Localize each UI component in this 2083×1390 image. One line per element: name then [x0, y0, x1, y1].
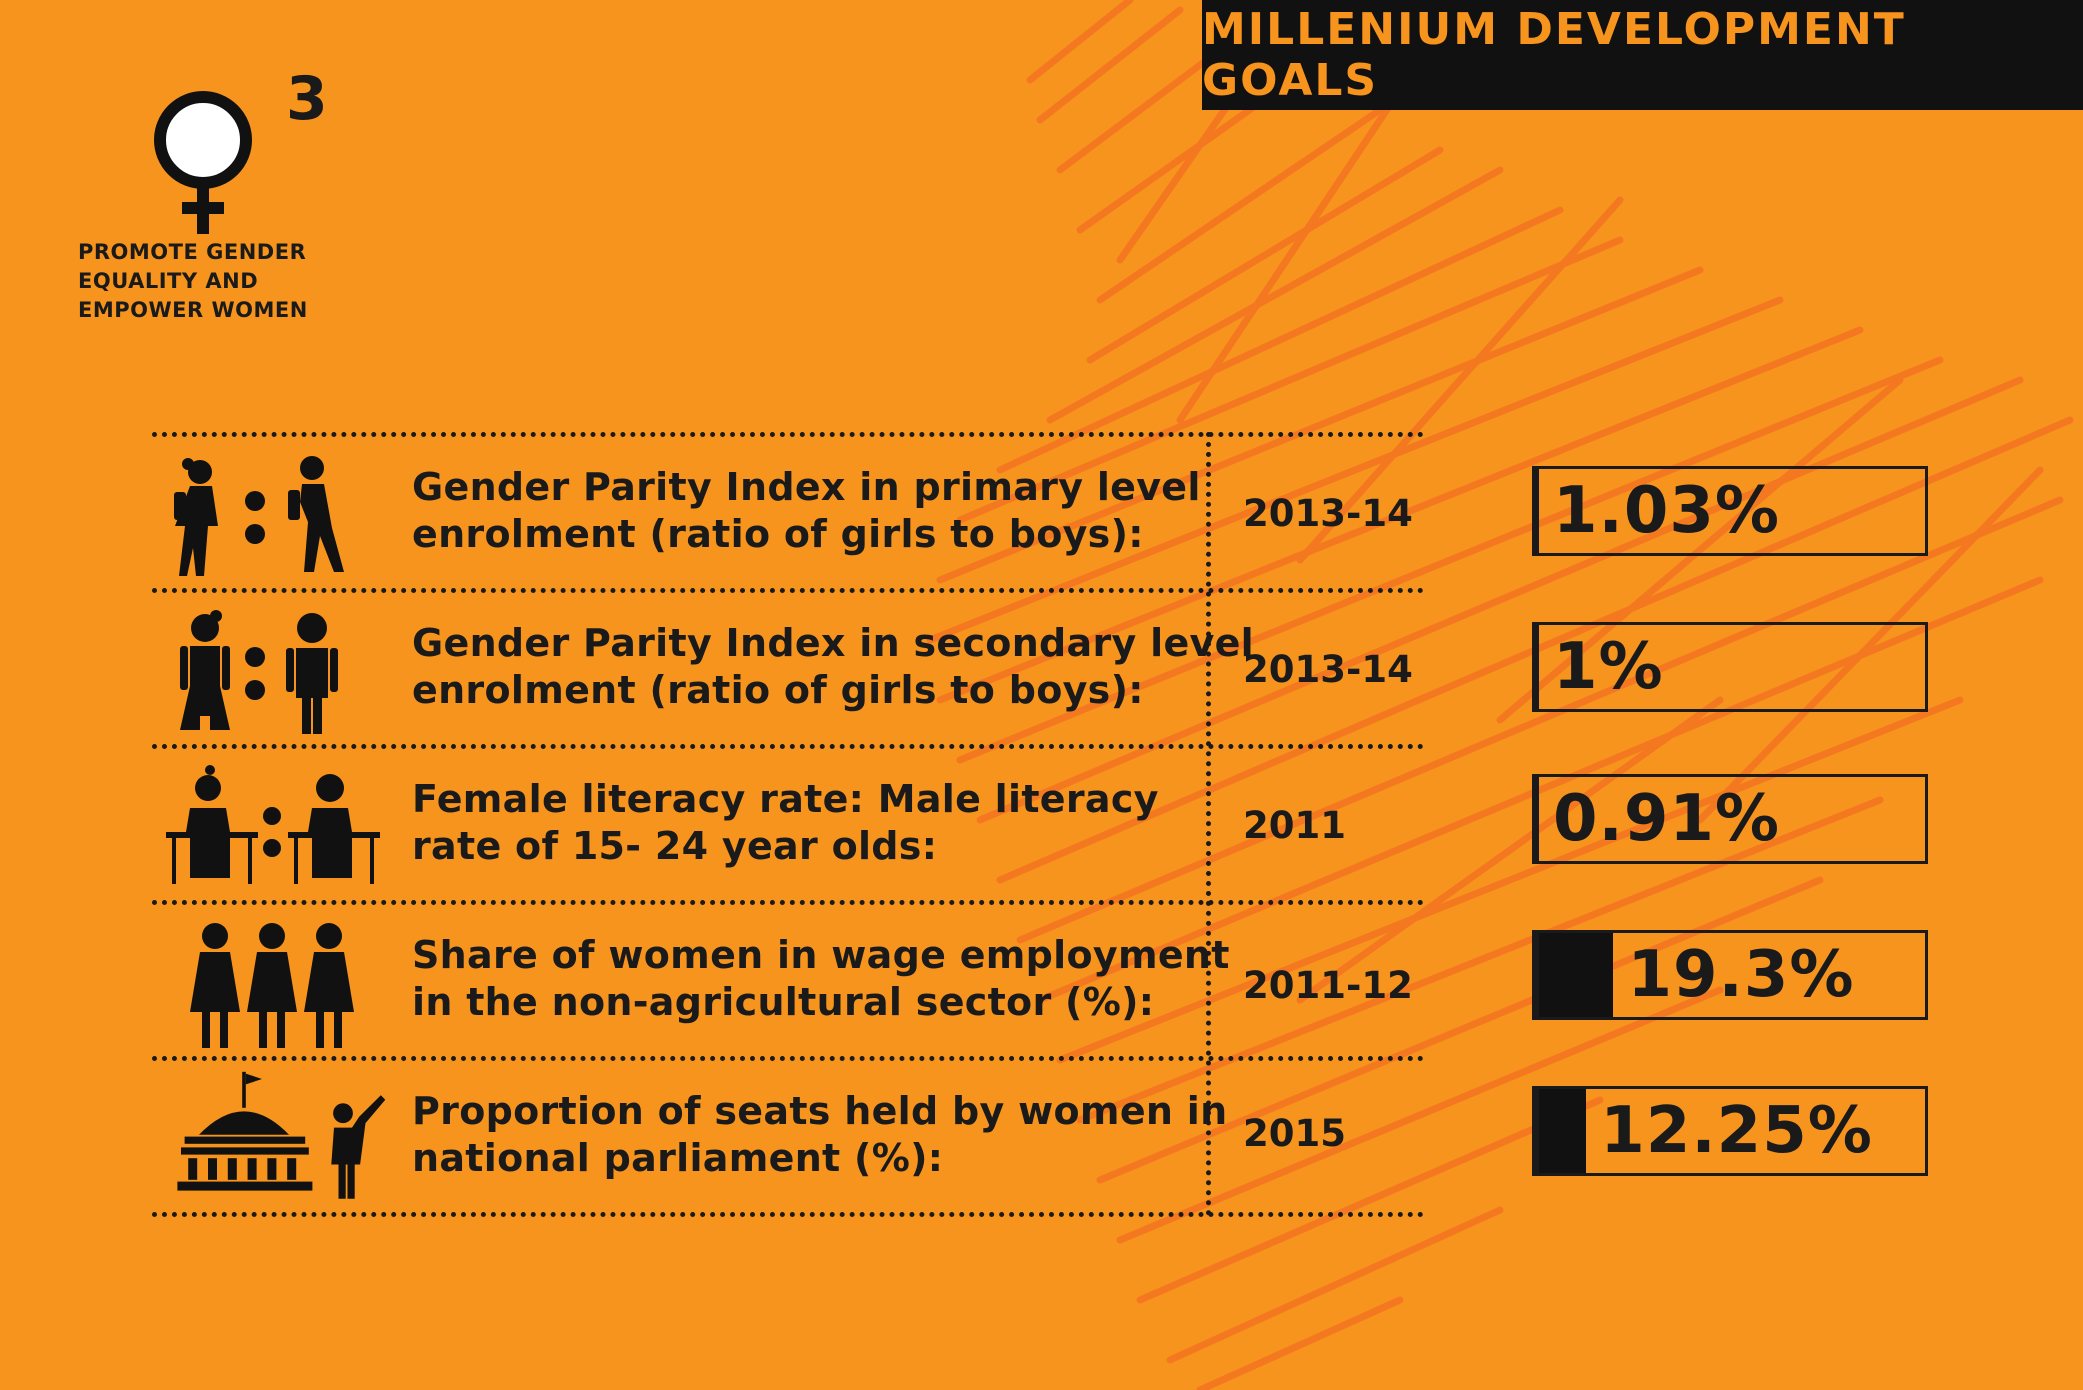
indicator-label-line: Proportion of seats held by women in — [412, 1089, 1228, 1133]
indicator-year: 2013-14 — [1243, 492, 1413, 535]
indicator-label: Gender Parity Index in primary level enr… — [412, 464, 1201, 558]
header-title: MILLENIUM DEVELOPMENT GOALS — [1202, 4, 1906, 106]
indicator-row-wage-employment: Share of women in wage employment in the… — [0, 904, 2083, 1059]
indicator-label-line: enrolment (ratio of girls to boys): — [412, 512, 1144, 556]
indicator-value-box: 19.3% — [1532, 930, 1928, 1020]
indicator-label: Share of women in wage employment in the… — [412, 932, 1230, 1026]
indicator-row-literacy: Female literacy rate: Male literacy rate… — [0, 748, 2083, 903]
indicator-value: 0.91% — [1553, 782, 1781, 856]
indicator-row-secondary-gpi: Gender Parity Index in secondary level e… — [0, 592, 2083, 747]
indicator-row-primary-gpi: Gender Parity Index in primary level enr… — [0, 436, 2083, 591]
indicator-year: 2011 — [1243, 804, 1346, 847]
divider — [152, 1056, 1424, 1061]
indicator-label: Proportion of seats held by women in nat… — [412, 1088, 1228, 1182]
female-symbol-icon — [154, 91, 252, 234]
indicator-year: 2011-12 — [1243, 964, 1413, 1007]
header-bar: MILLENIUM DEVELOPMENT GOALS — [1202, 0, 2083, 110]
indicator-value-box: 1% — [1532, 622, 1928, 712]
indicator-value-box: 0.91% — [1532, 774, 1928, 864]
goal-text-line: PROMOTE GENDER — [78, 240, 307, 264]
indicator-label-line: enrolment (ratio of girls to boys): — [412, 668, 1144, 712]
women-workers-icon — [190, 923, 354, 1048]
girl-boy-walking-icon — [174, 456, 344, 576]
divider — [152, 900, 1424, 905]
column-divider — [1206, 432, 1211, 1216]
divider — [152, 1212, 1424, 1217]
indicator-value: 19.3% — [1627, 938, 1855, 1012]
goal-description: PROMOTE GENDER EQUALITY AND EMPOWER WOME… — [78, 238, 338, 325]
indicator-value: 1% — [1553, 630, 1664, 704]
indicator-label-line: rate of 15- 24 year olds: — [412, 824, 938, 868]
indicator-label-line: Share of women in wage employment — [412, 933, 1230, 977]
value-fill-bar — [1539, 1089, 1587, 1173]
goal-text-line: EMPOWER WOMEN — [78, 298, 308, 322]
indicator-label-line: Gender Parity Index in primary level — [412, 465, 1201, 509]
indicator-label-line: in the non-agricultural sector (%): — [412, 980, 1155, 1024]
divider — [152, 744, 1424, 749]
indicator-label-line: Gender Parity Index in secondary level — [412, 621, 1255, 665]
divider — [152, 432, 1424, 437]
indicator-value-box: 1.03% — [1532, 466, 1928, 556]
indicator-label-line: national parliament (%): — [412, 1136, 944, 1180]
indicator-label: Gender Parity Index in secondary level e… — [412, 620, 1255, 714]
students-reading-icon — [166, 765, 380, 884]
goal-text-line: EQUALITY AND — [78, 269, 259, 293]
goal-number: 3 — [286, 64, 328, 134]
indicator-year: 2015 — [1243, 1112, 1346, 1155]
indicator-value-box: 12.25% — [1532, 1086, 1928, 1176]
indicator-value: 1.03% — [1553, 474, 1781, 548]
parliament-woman-icon — [177, 1071, 386, 1199]
value-fill-bar — [1539, 933, 1614, 1017]
girl-boy-standing-icon — [180, 610, 338, 734]
indicator-label-line: Female literacy rate: Male literacy — [412, 777, 1159, 821]
divider — [152, 588, 1424, 593]
indicator-year: 2013-14 — [1243, 648, 1413, 691]
indicator-row-parliament: Proportion of seats held by women in nat… — [0, 1060, 2083, 1215]
indicator-value: 12.25% — [1600, 1094, 1873, 1168]
indicator-label: Female literacy rate: Male literacy rate… — [412, 776, 1192, 870]
